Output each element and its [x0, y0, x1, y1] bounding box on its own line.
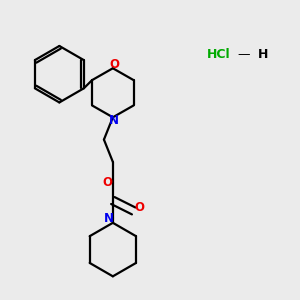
Text: O: O — [109, 58, 119, 71]
Text: —: — — [237, 48, 250, 62]
Text: O: O — [135, 202, 145, 214]
Text: N: N — [103, 212, 113, 225]
Text: N: N — [109, 114, 119, 127]
Text: HCl: HCl — [206, 48, 230, 62]
Text: H: H — [258, 48, 268, 62]
Text: O: O — [102, 176, 112, 189]
